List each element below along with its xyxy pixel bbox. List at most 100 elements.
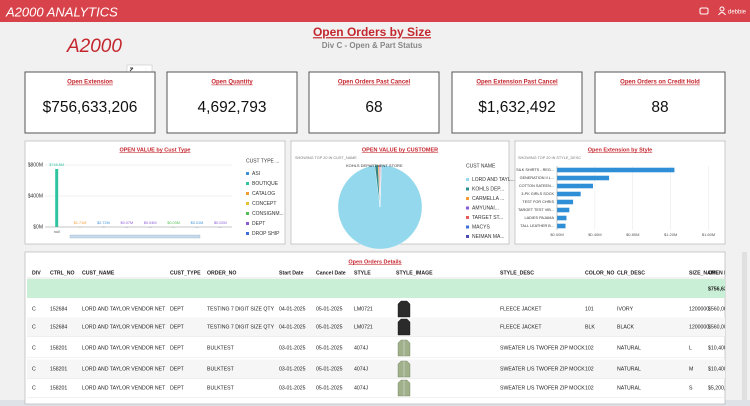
cell: 05-01-2025 — [316, 385, 343, 391]
style-image — [397, 300, 411, 318]
value-label: $0.02M — [214, 221, 227, 225]
cell: 101 — [585, 306, 594, 312]
chart-title: Open Extension by Style — [588, 147, 653, 153]
cell: SWEATER L/S TWOFER ZIP MOCK — [500, 345, 585, 351]
cell: NATURAL — [617, 345, 641, 351]
cell: TESTING 7 DIGIT SIZE QTY — [207, 324, 275, 330]
legend-label: CONCEPT — [252, 201, 276, 207]
cell: BULKTEST — [207, 385, 235, 391]
cell: 102 — [585, 385, 594, 391]
value-label: $0.01M — [191, 221, 204, 225]
y-tick-label: GENERATION II L... — [520, 176, 554, 180]
value-label: $0.04M — [144, 221, 157, 225]
legend-label: DEPT — [252, 221, 265, 227]
legend-label: CATALOG — [252, 191, 275, 197]
column-header: CLR_DESC — [617, 270, 645, 276]
bar — [557, 223, 566, 229]
top-bar — [0, 0, 750, 22]
y-tick-label: TARGET TEST VIB... — [518, 208, 554, 212]
cell: BULKTEST — [207, 366, 235, 372]
cell: C — [32, 366, 36, 372]
cell: 102 — [585, 366, 594, 372]
value-label: $0.07M — [120, 221, 133, 225]
cell: $10,400,000 — [708, 345, 737, 351]
legend-label: CARMELLA ... — [472, 196, 504, 202]
column-header: STYLE_IMAGE — [396, 270, 433, 276]
legend-label: BOUTIQUE — [252, 181, 279, 187]
column-header: STYLE_DESC — [500, 270, 534, 276]
y-tick-label: $0M — [33, 224, 43, 230]
bar — [557, 207, 570, 213]
cell: 102 — [585, 345, 594, 351]
card — [308, 71, 440, 134]
card — [514, 140, 726, 245]
cell: BULKTEST — [207, 345, 235, 351]
cell: LORD AND TAYLOR VENDOR NET — [82, 306, 166, 312]
cell: DEPT — [170, 324, 185, 330]
total-value: $756,633,206 — [708, 286, 740, 292]
annotation-leader — [375, 167, 379, 179]
cell: LORD AND TAYLOR VENDOR NET — [82, 385, 166, 391]
cell: C — [32, 324, 36, 330]
kpi-value: $1,632,492 — [478, 99, 556, 116]
column-header: OPEN EXTE... — [708, 270, 743, 276]
cell: 05-01-2025 — [316, 345, 343, 351]
cell: LORD AND TAYLOR VENDOR NET — [82, 366, 166, 372]
cell: 4074J — [354, 366, 369, 372]
cell: 158201 — [50, 345, 67, 351]
x-tick-label: $0.00M — [550, 232, 563, 237]
legend-swatch — [466, 206, 469, 210]
value-label: $2.72M — [97, 221, 110, 225]
legend-swatch — [246, 232, 249, 235]
scrollbar — [742, 252, 747, 400]
chat-icon[interactable] — [699, 7, 709, 15]
cell: 4074J — [354, 385, 369, 391]
y-tick-label: $800M — [28, 162, 43, 168]
cell: L — [689, 345, 692, 351]
page-title: Open Orders by Size — [313, 25, 431, 39]
cell: 05-01-2025 — [316, 306, 343, 312]
cell: DEPT — [170, 345, 185, 351]
column-header: CTRL_NO — [50, 270, 75, 276]
row-stripe — [27, 359, 725, 379]
kpi-label: Open Quantity — [211, 80, 253, 86]
cell: DEPT — [170, 385, 185, 391]
legend-swatch — [466, 225, 469, 229]
cell: BLK — [585, 324, 595, 330]
cell: M — [689, 366, 693, 372]
kpi-label: Open Extension — [67, 80, 113, 86]
card — [24, 71, 156, 134]
column-header: CUST_TYPE — [170, 270, 201, 276]
cell: $10,400,000 — [708, 366, 737, 372]
legend-swatch — [466, 197, 469, 200]
column-header: Cancel Date — [316, 270, 346, 276]
cell: TESTING 7 DIGIT SIZE QTY — [207, 306, 275, 312]
y-tick-label: COTTON SATEEN... — [519, 184, 554, 188]
page-subtitle: Div C - Open & Part Status — [322, 41, 423, 50]
legend-label: LORD AND TAYL... — [472, 177, 515, 183]
legend-swatch — [246, 172, 249, 175]
legend-label: CONSIGNM... — [252, 211, 284, 217]
cell: LM0721 — [354, 324, 373, 330]
kpi-label: Open Orders on Credit Hold — [620, 80, 700, 86]
chart-title: OPEN VALUE by Cust Type — [119, 147, 190, 153]
user-icon[interactable] — [718, 6, 726, 16]
user-name[interactable]: debbie — [728, 10, 747, 16]
bar — [557, 175, 610, 181]
kpi-value: $756,633,206 — [43, 99, 138, 116]
y-tick-label: TALL LEATHER B... — [520, 224, 554, 228]
value-label: $0.03M — [167, 221, 180, 225]
cell: C — [32, 306, 36, 312]
cell: LM0721 — [354, 306, 373, 312]
cell: SWEATER L/S TWOFER ZIP MOCK — [500, 385, 585, 391]
cell: 152684 — [50, 306, 67, 312]
cell: 03-01-2025 — [279, 366, 306, 372]
legend-swatch — [246, 222, 249, 225]
kpi-value: 4,692,793 — [198, 99, 267, 116]
y-tick-label: 3-PK GIRLS SOCK — [521, 192, 554, 196]
value-label: $748.8M — [49, 163, 64, 167]
cell: SWEATER L/S TWOFER ZIP MOCK — [500, 366, 585, 372]
legend-swatch — [466, 235, 469, 238]
column-header: STYLE — [354, 270, 371, 276]
logo: A2000 — [66, 36, 122, 57]
